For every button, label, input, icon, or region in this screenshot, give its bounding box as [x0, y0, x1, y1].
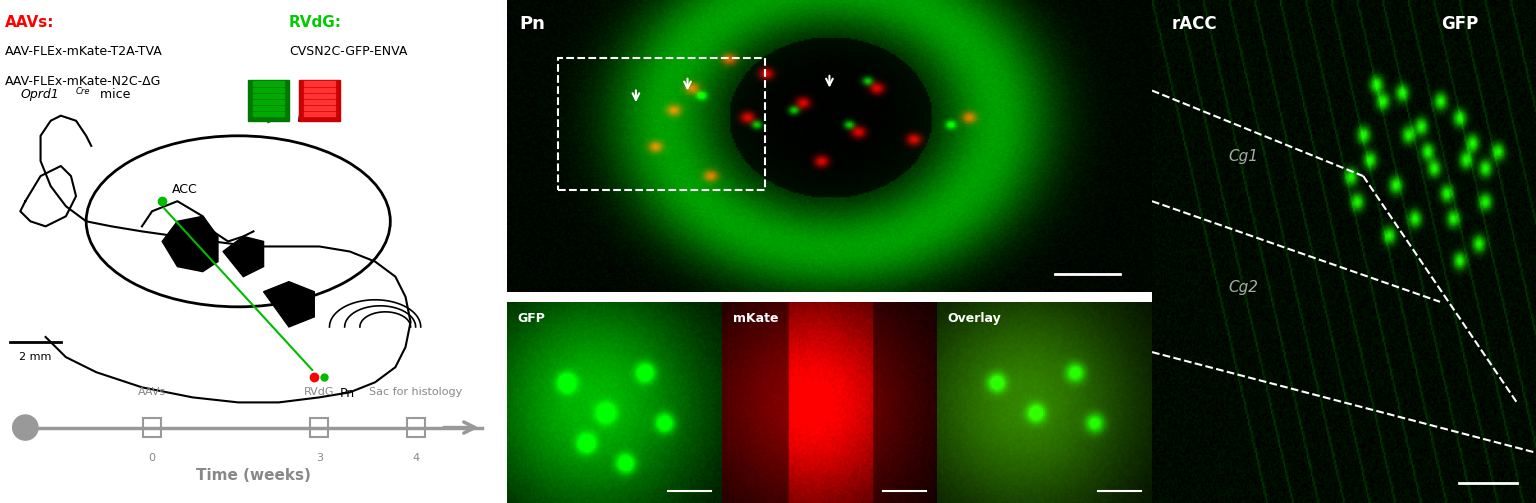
- Text: Cg2: Cg2: [1229, 280, 1260, 295]
- Text: mice: mice: [97, 88, 131, 101]
- Polygon shape: [223, 236, 264, 277]
- Text: ACC: ACC: [172, 183, 198, 196]
- Polygon shape: [163, 216, 218, 272]
- Text: Cre: Cre: [75, 87, 91, 96]
- Text: mKate: mKate: [733, 312, 779, 325]
- Bar: [407, 418, 425, 437]
- Bar: [304, 112, 335, 116]
- Text: Cg1: Cg1: [1229, 149, 1260, 164]
- Bar: [304, 88, 335, 92]
- Text: AAVs: AAVs: [138, 387, 166, 397]
- Text: rACC: rACC: [1170, 15, 1217, 33]
- Bar: [304, 81, 335, 86]
- Bar: [253, 106, 284, 110]
- Circle shape: [12, 415, 38, 440]
- Text: Sac for histology: Sac for histology: [369, 387, 462, 397]
- Text: GFP: GFP: [518, 312, 545, 325]
- Text: 4: 4: [412, 453, 419, 463]
- Text: RVdG:: RVdG:: [289, 15, 343, 30]
- Bar: [249, 80, 289, 121]
- Bar: [143, 418, 161, 437]
- Bar: [304, 106, 335, 110]
- Text: Overlay: Overlay: [948, 312, 1001, 325]
- Bar: [253, 81, 284, 86]
- Bar: [304, 94, 335, 98]
- Polygon shape: [264, 282, 315, 327]
- Bar: [304, 100, 335, 104]
- Text: AAVs:: AAVs:: [5, 15, 55, 30]
- Bar: [310, 418, 329, 437]
- Bar: [253, 88, 284, 92]
- Bar: [253, 94, 284, 98]
- Text: Oprd1: Oprd1: [20, 88, 58, 101]
- Text: Pn: Pn: [339, 387, 355, 400]
- Text: 3: 3: [316, 453, 323, 463]
- Bar: [559, 58, 765, 190]
- Text: RVdG: RVdG: [304, 387, 335, 397]
- Text: AAV-FLEx-mKate-T2A-TVA: AAV-FLEx-mKate-T2A-TVA: [5, 45, 163, 58]
- Text: 0: 0: [149, 453, 155, 463]
- Text: 2 mm: 2 mm: [20, 352, 52, 362]
- Bar: [253, 112, 284, 116]
- Text: Time (weeks): Time (weeks): [197, 468, 310, 483]
- Bar: [300, 80, 339, 121]
- Text: AAV-FLEx-mKate-N2C-ΔG: AAV-FLEx-mKate-N2C-ΔG: [5, 75, 161, 89]
- Text: GFP: GFP: [1441, 15, 1478, 33]
- Text: CVSN2C-GFP-ENVA: CVSN2C-GFP-ENVA: [289, 45, 407, 58]
- Text: Pn: Pn: [519, 15, 545, 33]
- Bar: [253, 100, 284, 104]
